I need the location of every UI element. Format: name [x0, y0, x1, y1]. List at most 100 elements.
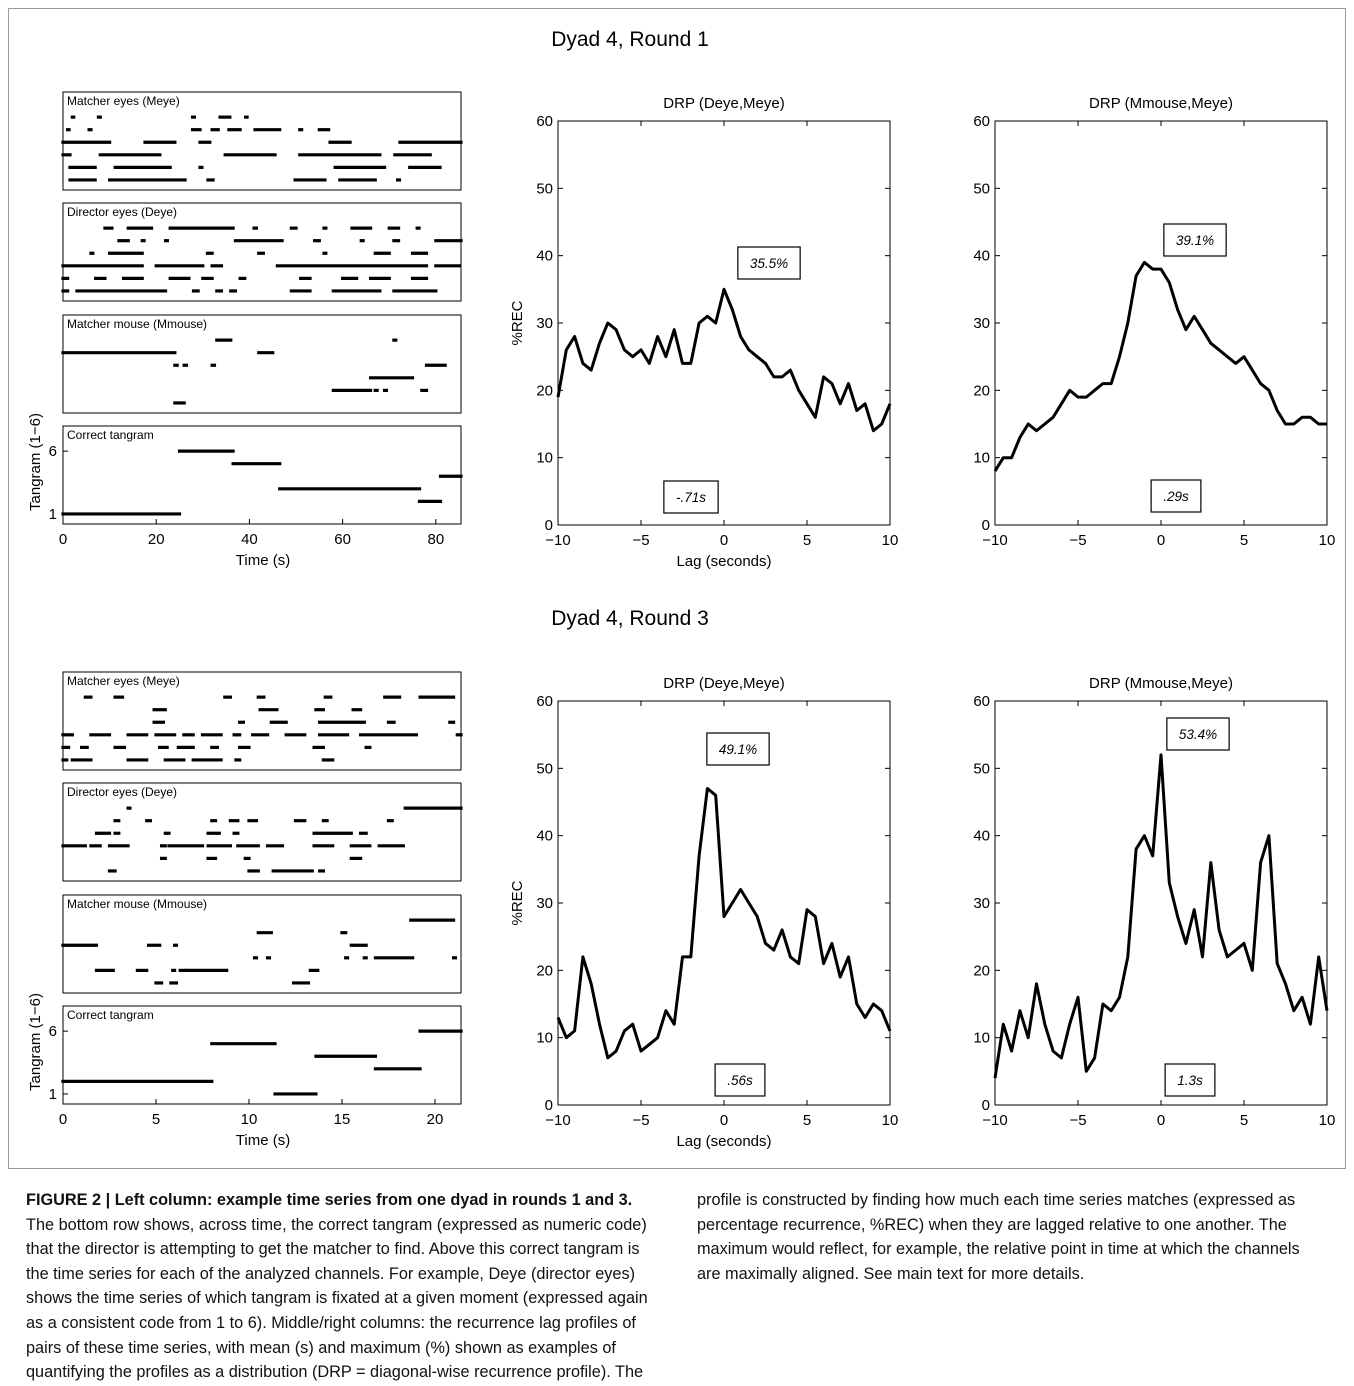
x-tick-label: −10 [982, 1112, 1007, 1129]
panel-label: Director eyes (Deye) [67, 785, 177, 799]
y-tick-label: 20 [536, 382, 553, 399]
y-tick-label: 60 [973, 693, 990, 710]
y-tick-label: 50 [536, 760, 553, 777]
y-tick-label: 1 [49, 1086, 57, 1103]
figure: Dyad 4, Round 1 Dyad 4, Round 3 Matcher … [8, 8, 1346, 1169]
y-tick-label: 0 [545, 517, 553, 534]
x-tick-label: 0 [720, 1112, 728, 1129]
line [993, 260, 1327, 472]
chart-title: DRP (Mmouse,Meye) [1089, 95, 1233, 112]
caption: FIGURE 2 | Left column: example time ser… [26, 1188, 1326, 1386]
panel-frame [62, 314, 462, 414]
annotation: .56s [727, 1073, 753, 1088]
annotation: 35.5% [750, 256, 788, 271]
x-tick-label: 10 [241, 1111, 258, 1128]
y-tick-label: 20 [536, 962, 553, 979]
y-tick-label: 6 [49, 1023, 57, 1040]
x-tick-label: 10 [882, 532, 899, 549]
panel-label: Director eyes (Deye) [67, 205, 177, 219]
x-tick-label: −5 [632, 532, 649, 549]
y-tick-label: 6 [49, 443, 57, 460]
y-tick-label: 30 [536, 315, 553, 332]
panel-frame [62, 1005, 462, 1105]
y-tick-label: 40 [536, 248, 553, 265]
y-tick-label: 50 [973, 760, 990, 777]
x-tick-label: 60 [334, 531, 351, 548]
chart-title: DRP (Deye,Meye) [663, 95, 784, 112]
x-tick-label: 5 [152, 1111, 160, 1128]
x-tick-label: −5 [1069, 1112, 1086, 1129]
x-tick-label: 80 [427, 531, 444, 548]
x-tick-label: 10 [1319, 1112, 1336, 1129]
x-tick-label: 0 [59, 531, 67, 548]
y-tick-label: 20 [973, 382, 990, 399]
y-axis-label: %REC [509, 880, 526, 925]
chart-title: DRP (Mmouse,Meye) [1089, 675, 1233, 692]
x-axis-label: Time (s) [236, 1132, 290, 1149]
x-axis-label: Lag (seconds) [676, 1133, 771, 1150]
panel-label: Correct tangram [67, 1008, 154, 1022]
y-tick-label: 60 [973, 113, 990, 130]
annotation: -.71s [676, 490, 706, 505]
chart-title: DRP (Deye,Meye) [663, 675, 784, 692]
annotation-box [737, 246, 801, 280]
plot-frame [994, 120, 1328, 526]
y-tick-label: 50 [536, 180, 553, 197]
y-tick-label: 50 [973, 180, 990, 197]
x-tick-label: −10 [545, 532, 570, 549]
annotation-box [1150, 479, 1202, 513]
x-tick-label: 0 [1157, 532, 1165, 549]
y-tick-label: 20 [973, 962, 990, 979]
y-tick-label: 60 [536, 113, 553, 130]
panel-label: Matcher mouse (Mmouse) [67, 317, 207, 331]
x-tick-label: 5 [803, 1112, 811, 1129]
y-tick-label: 30 [973, 895, 990, 912]
y-axis-label: Tangram (1−6) [27, 413, 44, 511]
panel-frame [62, 782, 462, 882]
x-tick-label: −5 [632, 1112, 649, 1129]
y-tick-label: 40 [973, 828, 990, 845]
y-axis-label: %REC [509, 300, 526, 345]
y-tick-label: 10 [973, 450, 990, 467]
annotation-box [1166, 717, 1230, 751]
panel-label: Matcher eyes (Meye) [67, 674, 180, 688]
x-tick-label: 20 [427, 1111, 444, 1128]
x-tick-label: 40 [241, 531, 258, 548]
x-tick-label: 5 [803, 532, 811, 549]
annotation: .29s [1163, 489, 1189, 504]
x-axis-label: Time (s) [236, 552, 290, 569]
x-tick-label: −10 [545, 1112, 570, 1129]
line [556, 287, 892, 433]
caption-label: FIGURE 2 | Left column: example time ser… [26, 1191, 633, 1209]
x-tick-label: 0 [1157, 1112, 1165, 1129]
y-tick-label: 10 [536, 1030, 553, 1047]
y-tick-label: 60 [536, 693, 553, 710]
y-tick-label: 1 [49, 506, 57, 523]
line [993, 753, 1329, 1079]
y-tick-label: 10 [536, 450, 553, 467]
y-tick-label: 40 [536, 828, 553, 845]
x-axis-label: Lag (seconds) [676, 553, 771, 570]
y-tick-label: 40 [973, 248, 990, 265]
annotation-box [663, 480, 719, 514]
x-tick-label: 5 [1240, 532, 1248, 549]
annotation-box [714, 1063, 766, 1097]
y-tick-label: 0 [545, 1097, 553, 1114]
caption-text: The bottom row shows, across time, the c… [26, 1191, 1300, 1382]
x-tick-label: 15 [334, 1111, 351, 1128]
y-tick-label: 30 [536, 895, 553, 912]
x-tick-label: 0 [59, 1111, 67, 1128]
panel-frame [62, 202, 462, 302]
y-tick-label: 30 [973, 315, 990, 332]
annotation: 53.4% [1179, 727, 1217, 742]
x-tick-label: 10 [1319, 532, 1336, 549]
panel-label: Matcher mouse (Mmouse) [67, 897, 207, 911]
x-tick-label: 10 [882, 1112, 899, 1129]
panel-label: Correct tangram [67, 428, 154, 442]
x-tick-label: 0 [720, 532, 728, 549]
annotation-box [706, 732, 770, 766]
figure-frame [8, 8, 1346, 1169]
y-tick-label: 10 [973, 1030, 990, 1047]
line [556, 787, 892, 1060]
